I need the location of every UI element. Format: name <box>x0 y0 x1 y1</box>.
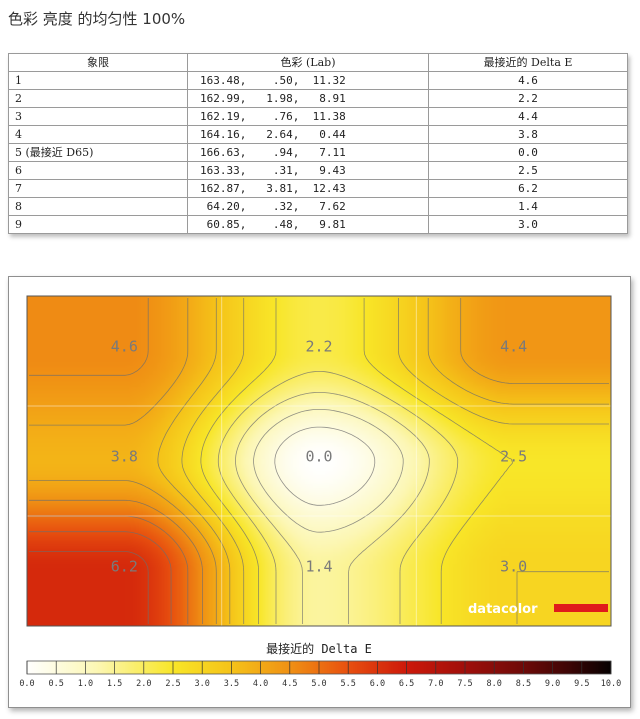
header-delta-e: 最接近的 Delta E <box>428 53 628 72</box>
page-title: 色彩 亮度 的均匀性 100% <box>8 10 186 28</box>
datacolor-logo: datacolor <box>468 602 538 617</box>
cell-value-label: 2.2 <box>305 338 332 356</box>
legend-tick-label: 1.0 <box>78 679 93 689</box>
legend-tick-label: 5.5 <box>341 679 356 689</box>
legend-tick-label: 7.5 <box>457 679 472 689</box>
table-row: 5 (最接近 D65) 166.63, .94, 7.11 0.0 <box>8 143 628 162</box>
legend-tick-label: 8.0 <box>487 679 502 689</box>
quadrant-cell: 7 <box>8 179 188 198</box>
contour-lines <box>29 298 609 624</box>
table-row: 4 164.16, 2.64, 0.44 3.8 <box>8 125 628 144</box>
legend-tick-label: 10.0 <box>601 679 621 689</box>
lab-cell: 163.33, .31, 9.43 <box>187 161 429 180</box>
cell-value-label: 3.0 <box>500 558 527 576</box>
legend-tick-label: 9.0 <box>545 679 560 689</box>
quadrant-cell: 6 <box>8 161 188 180</box>
legend-tick-label: 1.5 <box>107 679 122 689</box>
table-row: 2 162.99, 1.98, 8.91 2.2 <box>8 89 628 108</box>
header-lab: 色彩 (Lab) <box>187 53 429 72</box>
uniformity-map-panel: 4.6 2.2 4.4 3.8 0.0 2.5 6.2 1.4 3.0 datacolor 最接近的… <box>8 276 631 708</box>
legend-tick-label: 5.0 <box>311 679 326 689</box>
cell-value-label: 0.0 <box>305 448 332 466</box>
table-row: 1 163.48, .50, 11.32 4.6 <box>8 71 628 90</box>
quadrant-cell: 5 (最接近 D65) <box>8 143 188 162</box>
cell-value-label: 4.6 <box>111 338 138 356</box>
cell-value-label: 3.8 <box>111 448 138 466</box>
legend-tick-label: 2.5 <box>165 679 180 689</box>
legend-tick-label: 3.0 <box>195 679 210 689</box>
lab-cell: 162.87, 3.81, 12.43 <box>187 179 429 198</box>
plot-border <box>26 295 612 627</box>
datacolor-logo-bar <box>554 604 608 612</box>
legend-tick-label: 8.5 <box>516 679 531 689</box>
legend-tick-label: 6.5 <box>399 679 414 689</box>
quadrant-cell: 9 <box>8 215 188 234</box>
delta-e-cell: 6.2 <box>428 179 628 198</box>
quadrant-cell: 1 <box>8 71 188 90</box>
lab-cell: 166.63, .94, 7.11 <box>187 143 429 162</box>
quadrant-cell: 2 <box>8 89 188 108</box>
quadrant-cell: 4 <box>8 125 188 144</box>
legend-tick-label: 6.0 <box>370 679 385 689</box>
legend-tick-label: 3.5 <box>224 679 239 689</box>
delta-e-cell: 3.8 <box>428 125 628 144</box>
cell-value-label: 2.5 <box>500 448 527 466</box>
legend-tick-label: 0.0 <box>19 679 34 689</box>
table-row: 7 162.87, 3.81, 12.43 6.2 <box>8 179 628 198</box>
lab-cell: 163.48, .50, 11.32 <box>187 71 429 90</box>
legend-tick-label: 9.5 <box>574 679 589 689</box>
legend-tick-label: 2.0 <box>136 679 151 689</box>
quadrant-cell: 8 <box>8 197 188 216</box>
header-quadrant: 象限 <box>8 53 188 72</box>
uniformity-table: 象限 色彩 (Lab) 最接近的 Delta E 1 163.48, .50, 1… <box>8 53 628 234</box>
lab-cell: 162.19, .76, 11.38 <box>187 107 429 126</box>
cell-value-label: 4.4 <box>500 338 527 356</box>
lab-cell: 60.85, .48, 9.81 <box>187 215 429 234</box>
delta-e-cell: 3.0 <box>428 215 628 234</box>
table-header-row: 象限 色彩 (Lab) 最接近的 Delta E <box>8 53 628 72</box>
lab-cell: 64.20, .32, 7.62 <box>187 197 429 216</box>
uniformity-heatmap: 4.6 2.2 4.4 3.8 0.0 2.5 6.2 1.4 3.0 datacolor 最接近的… <box>19 295 621 689</box>
cell-value-label: 6.2 <box>111 558 138 576</box>
table-body: 1 163.48, .50, 11.32 4.6 2 162.99, 1.98, 8.9… <box>8 71 628 234</box>
delta-e-cell: 2.5 <box>428 161 628 180</box>
heatmap-field <box>27 296 611 626</box>
legend-tick-label: 4.5 <box>282 679 297 689</box>
delta-e-cell: 0.0 <box>428 143 628 162</box>
quadrant-cell: 3 <box>8 107 188 126</box>
delta-e-cell: 1.4 <box>428 197 628 216</box>
table-row: 9 60.85, .48, 9.81 3.0 <box>8 215 628 234</box>
legend-tick-label: 4.0 <box>253 679 268 689</box>
table-row: 6 163.33, .31, 9.43 2.5 <box>8 161 628 180</box>
lab-cell: 162.99, 1.98, 8.91 <box>187 89 429 108</box>
lab-cell: 164.16, 2.64, 0.44 <box>187 125 429 144</box>
delta-e-cell: 4.4 <box>428 107 628 126</box>
delta-e-cell: 4.6 <box>428 71 628 90</box>
table-row: 3 162.19, .76, 11.38 4.4 <box>8 107 628 126</box>
legend-tick-label: 7.0 <box>428 679 443 689</box>
delta-e-cell: 2.2 <box>428 89 628 108</box>
cell-value-label: 1.4 <box>305 558 332 576</box>
legend-title: 最接近的 Delta E <box>266 641 372 656</box>
table-row: 8 64.20, .32, 7.62 1.4 <box>8 197 628 216</box>
legend-tick-label: 0.5 <box>49 679 64 689</box>
